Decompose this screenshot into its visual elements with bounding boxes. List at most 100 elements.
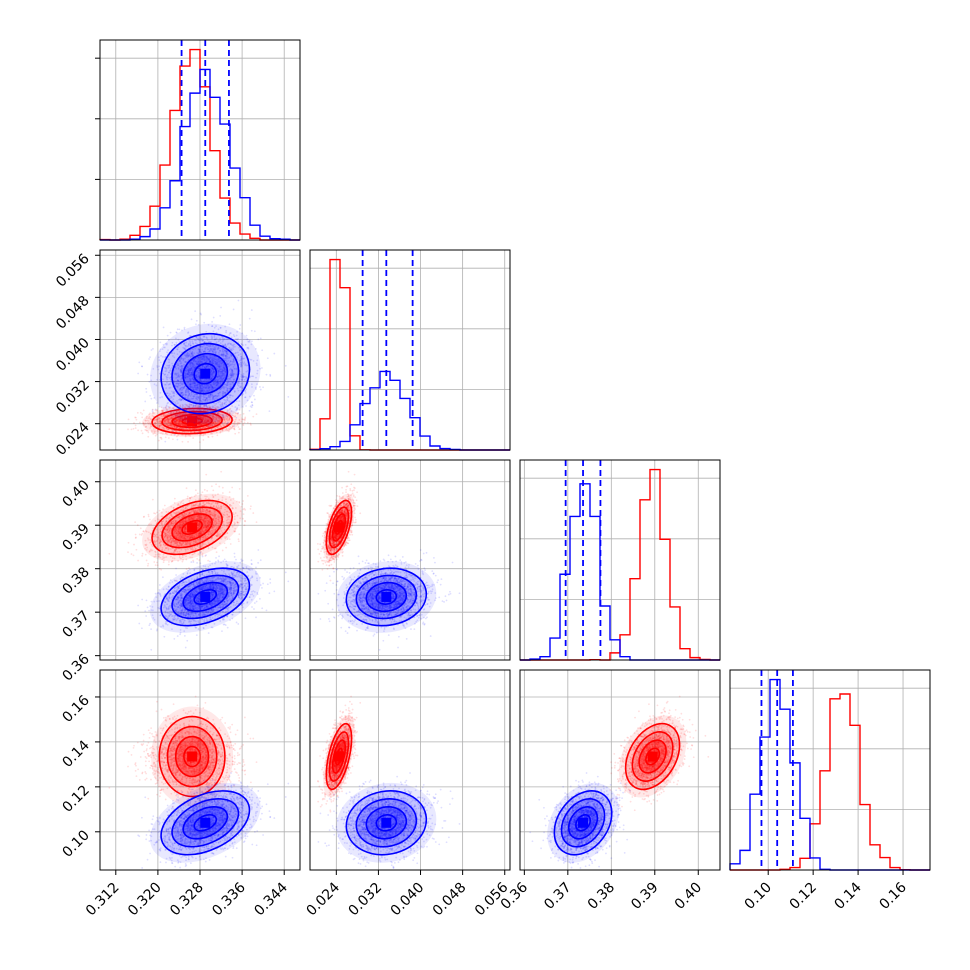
sample-point [226,417,229,420]
sample-point [195,319,198,322]
sample-point [261,367,263,369]
sample-point [218,419,221,422]
hist-frame [729,669,931,871]
sample-point [202,426,205,429]
sample-point [167,412,170,415]
sample-point [164,421,167,424]
sample-point [134,416,137,419]
sample-point [164,421,167,423]
sample-point [175,415,177,418]
sample-point [223,421,226,424]
sample-point [149,412,151,415]
sample-point [196,430,199,433]
sample-point [179,419,182,422]
sample-point [153,561,156,563]
sample-point [203,409,205,412]
sample-point [184,420,187,423]
sample-point [170,412,173,414]
sample-point [209,424,212,427]
sample-point [189,431,192,434]
sample-point [144,419,147,422]
sample-point [154,409,157,412]
sample-point [214,423,216,426]
sample-point [170,416,173,419]
sample-point [177,422,179,425]
sample-point [202,419,205,421]
sample-point [175,411,178,413]
sample-point [130,428,133,431]
sample-point [189,428,192,431]
sample-point [211,432,214,435]
sample-point [184,419,187,422]
sample-point [160,417,163,420]
sample-point [218,417,221,420]
sample-point [211,424,214,427]
sample-point [235,416,238,419]
sample-point [203,421,206,424]
sample-point [232,422,235,425]
sample-point [177,420,180,423]
sample-point [138,421,141,424]
sample-point [237,299,240,302]
sample-point [167,417,169,420]
sample-point [205,422,208,425]
sample-point [183,416,186,419]
sample-point [167,420,170,423]
sample-point [203,423,206,425]
sample-point [203,426,205,429]
sample-point [176,427,179,430]
sample-point [160,424,162,427]
sample-point [212,415,215,418]
sample-point [161,427,164,430]
sample-point [144,428,147,431]
sample-point [204,419,207,422]
sample-point [242,418,245,421]
sample-point [209,418,211,421]
sample-point [188,403,191,406]
sample-point [167,419,170,422]
sample-point [224,417,226,420]
sample-point [175,427,178,429]
sample-point [183,419,186,422]
sample-point [212,416,215,418]
sample-point [215,431,218,434]
sample-point [206,419,209,422]
sample-point [181,440,184,443]
sample-point [150,418,153,421]
sample-point [172,415,174,418]
sample-point [155,418,158,421]
sample-point [284,364,287,367]
sample-point [173,420,176,423]
sample-point [199,423,202,426]
sample-point [176,426,178,429]
sample-point [180,417,182,419]
sample-point [166,409,169,412]
sample-point [170,416,172,419]
sample-point [175,410,178,413]
sample-point [165,419,168,422]
sample-point [238,327,241,330]
sample-point [139,527,142,530]
sample-point [200,423,203,425]
sample-point [158,417,161,420]
sample-point [210,424,213,426]
sample-point [233,428,235,430]
sample-point [202,423,205,425]
sample-point [147,420,150,422]
sample-point [186,495,189,498]
sample-point [127,418,130,421]
sample-point [145,415,148,418]
sample-point [166,424,169,426]
sample-point [166,420,169,423]
sample-point [251,404,254,406]
sample-point [137,372,140,375]
sample-point [228,418,231,421]
sample-point [179,413,182,416]
sample-point [183,420,185,423]
scatter-panel-3-1 [100,460,300,660]
sample-point [158,416,161,419]
sample-point [179,422,182,425]
sample-point [257,338,260,341]
sample-point [177,420,180,423]
sample-point [181,417,184,420]
